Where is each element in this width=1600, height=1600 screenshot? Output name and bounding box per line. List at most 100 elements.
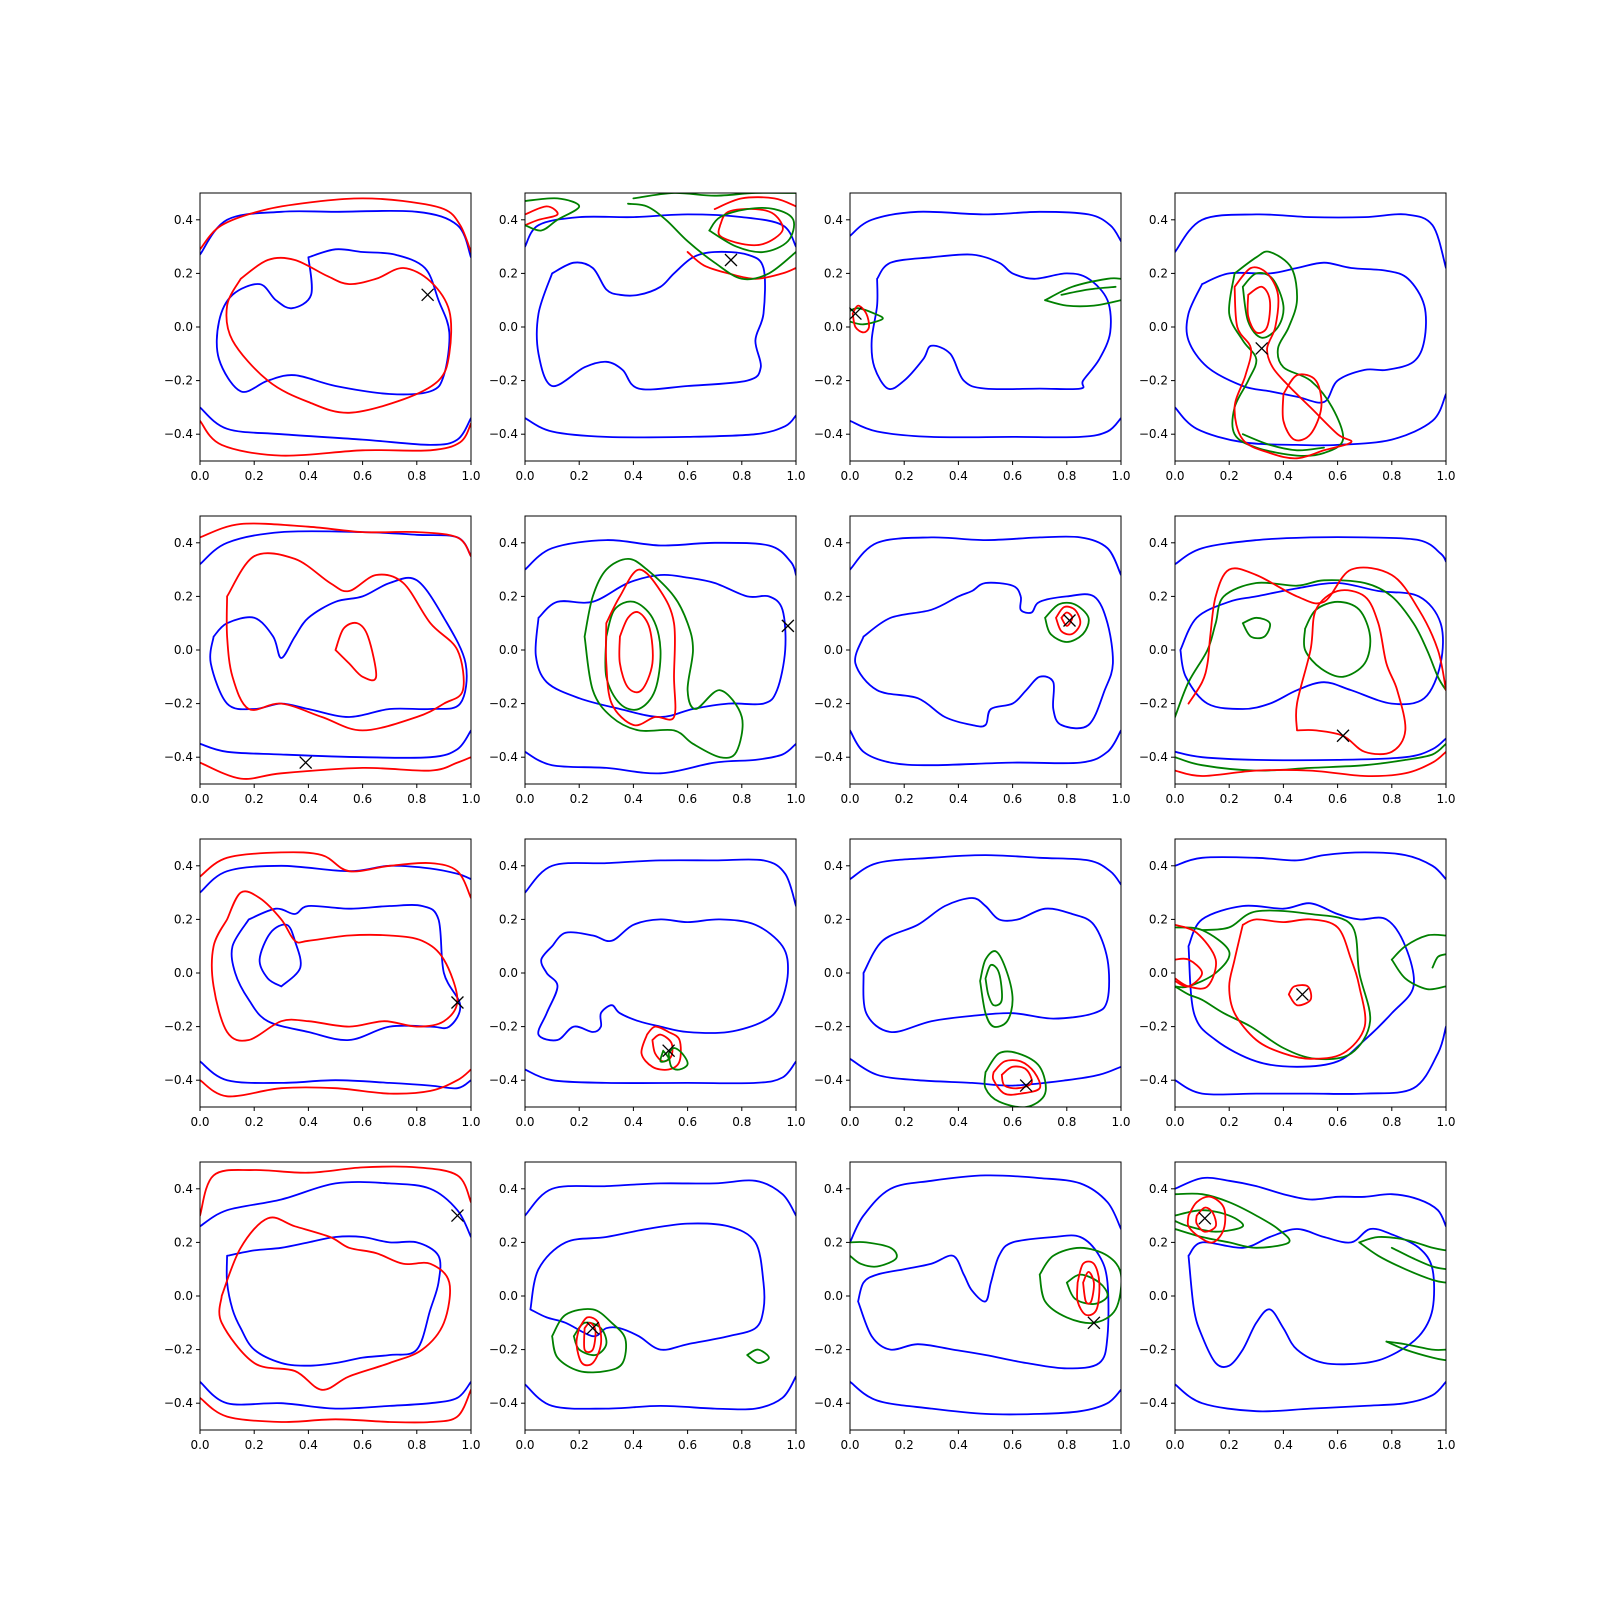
x-tick-label: 1.0 [461, 1115, 480, 1129]
contour-line-red [713, 196, 796, 210]
contour-line-red [1076, 1260, 1101, 1317]
y-tick-label: −0.4 [1139, 427, 1168, 441]
x-marker-stroke [450, 1209, 464, 1223]
x-tick-label: 0.2 [245, 1115, 264, 1129]
contour-line-green [1044, 299, 1121, 308]
contour-layer [200, 1165, 471, 1424]
x-tick-label: 0.8 [1382, 792, 1401, 806]
x-marker-stroke [1019, 1079, 1033, 1093]
x-tick-label: 0.0 [1165, 469, 1184, 483]
contour-line-green [1385, 1340, 1446, 1362]
x-tick-label: 0.0 [840, 792, 859, 806]
x-tick-label: 0.4 [624, 1438, 643, 1452]
contour-line-blue [200, 1380, 471, 1410]
contour-line-blue [1187, 1227, 1436, 1369]
x-marker-stroke [1087, 1316, 1101, 1330]
x-tick-label: 0.0 [1165, 792, 1184, 806]
x-tick-label: 0.0 [190, 469, 209, 483]
subplot-panel: 0.0 0.2 0.4 0.6 0.8 1.0 −0.4 −0.2 0.0 0.2 0.4 [814, 192, 1131, 483]
contour-line-blue [258, 923, 302, 988]
x-marker-stroke [299, 756, 313, 770]
x-tick-label: 0.2 [895, 792, 914, 806]
x-tick-label: 0.0 [515, 1438, 534, 1452]
x-tick-label: 0.0 [840, 469, 859, 483]
contour-line-red [618, 611, 654, 694]
x-tick-label: 0.6 [1003, 469, 1022, 483]
x-tick-label: 0.2 [570, 469, 589, 483]
x-tick-label: 1.0 [1111, 1438, 1130, 1452]
contour-layer [850, 535, 1121, 767]
x-tick-label: 0.6 [678, 1438, 697, 1452]
y-tick-label: 0.2 [499, 266, 518, 280]
contour-line-blue [1175, 1025, 1446, 1096]
contour-line-blue [1185, 261, 1427, 404]
subplot-panel: 0.0 0.2 0.4 0.6 0.8 1.0 −0.4 −0.2 0.0 0.2 0.4 [1139, 192, 1456, 483]
y-tick-label: −0.4 [164, 427, 193, 441]
x-tick-label: 0.6 [353, 792, 372, 806]
contour-line-green [1358, 1236, 1446, 1252]
x-tick-label: 0.0 [1165, 1115, 1184, 1129]
contour-line-green [583, 558, 744, 759]
contour-line-green [1241, 616, 1271, 640]
x-tick-label: 0.8 [407, 792, 426, 806]
contour-line-blue [230, 904, 462, 1041]
contour-line-green [1431, 953, 1446, 969]
y-tick-label: 0.4 [174, 859, 193, 873]
contour-line-red [851, 304, 870, 334]
contour-line-blue [1175, 737, 1446, 762]
contour-line-red [1295, 589, 1407, 756]
contour-layer [1175, 536, 1446, 777]
contour-line-blue [850, 854, 1121, 886]
y-tick-label: 0.4 [499, 1182, 518, 1196]
x-tick-label: 1.0 [786, 1438, 805, 1452]
y-tick-label: −0.2 [1139, 374, 1168, 388]
contour-line-green [1390, 958, 1446, 991]
contour-line-blue [537, 918, 789, 1042]
x-tick-label: 0.4 [949, 1115, 968, 1129]
subplot-panel: 0.0 0.2 0.4 0.6 0.8 1.0 −0.4 −0.2 0.0 0.2 0.4 [814, 1161, 1131, 1452]
contour-line-red [210, 890, 459, 1042]
y-tick-label: −0.4 [164, 1073, 193, 1087]
contour-line-green [1044, 601, 1090, 643]
x-tick-label: 0.6 [1328, 469, 1347, 483]
contour-line-red [218, 1216, 451, 1391]
y-tick-label: −0.4 [1139, 1396, 1168, 1410]
x-tick-label: 0.2 [1220, 792, 1239, 806]
x-tick-label: 1.0 [461, 792, 480, 806]
contour-line-red [1175, 750, 1446, 777]
y-tick-label: 0.0 [824, 320, 843, 334]
x-marker-stroke [724, 253, 738, 267]
x-tick-label: 0.0 [840, 1115, 859, 1129]
x-tick-label: 0.4 [299, 1115, 318, 1129]
x-marker-stroke [848, 307, 862, 321]
x-tick-label: 0.4 [299, 1438, 318, 1452]
contour-line-blue [1175, 213, 1446, 269]
x-marker-stroke [1295, 987, 1309, 1001]
x-tick-label: 0.8 [1057, 469, 1076, 483]
x-marker-stroke [421, 288, 435, 302]
contour-line-blue [200, 1181, 471, 1238]
y-tick-label: −0.2 [164, 374, 193, 388]
x-marker-stroke [1255, 341, 1269, 355]
x-tick-label: 0.2 [245, 469, 264, 483]
contour-line-red [1195, 1206, 1217, 1233]
contour-line-blue [850, 417, 1121, 439]
contour-layer [525, 193, 796, 439]
x-tick-label: 0.4 [1274, 1438, 1293, 1452]
contour-layer [525, 858, 796, 1085]
x-tick-label: 0.6 [1003, 792, 1022, 806]
y-tick-label: −0.2 [1139, 697, 1168, 711]
y-tick-label: 0.2 [174, 1235, 193, 1249]
y-tick-label: 0.2 [1149, 912, 1168, 926]
x-tick-label: 1.0 [461, 1438, 480, 1452]
x-marker [1087, 1316, 1101, 1330]
contour-line-blue [850, 1057, 1121, 1087]
x-tick-label: 1.0 [786, 792, 805, 806]
y-tick-label: −0.4 [489, 1396, 518, 1410]
contour-line-green [1390, 933, 1446, 961]
x-tick-label: 0.8 [732, 1115, 751, 1129]
y-tick-label: 0.4 [1149, 859, 1168, 873]
x-tick-label: 0.2 [1220, 469, 1239, 483]
y-tick-label: −0.4 [164, 750, 193, 764]
x-tick-label: 0.6 [353, 1115, 372, 1129]
